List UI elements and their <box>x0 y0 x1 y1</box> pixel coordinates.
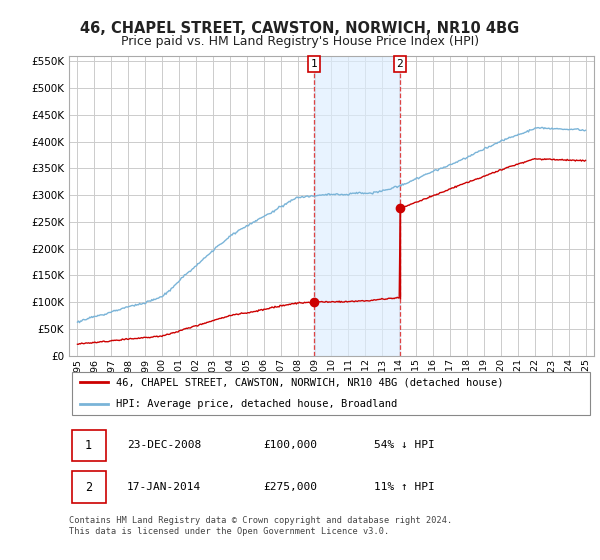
Text: 23-DEC-2008: 23-DEC-2008 <box>127 440 201 450</box>
FancyBboxPatch shape <box>71 430 106 461</box>
FancyBboxPatch shape <box>71 472 106 503</box>
Text: 1: 1 <box>311 59 317 69</box>
Text: 54% ↓ HPI: 54% ↓ HPI <box>373 440 434 450</box>
Text: £100,000: £100,000 <box>263 440 317 450</box>
Text: 17-JAN-2014: 17-JAN-2014 <box>127 482 201 492</box>
Text: Contains HM Land Registry data © Crown copyright and database right 2024.
This d: Contains HM Land Registry data © Crown c… <box>69 516 452 536</box>
Text: 1: 1 <box>85 439 92 452</box>
Text: 46, CHAPEL STREET, CAWSTON, NORWICH, NR10 4BG: 46, CHAPEL STREET, CAWSTON, NORWICH, NR1… <box>80 21 520 36</box>
Text: 46, CHAPEL STREET, CAWSTON, NORWICH, NR10 4BG (detached house): 46, CHAPEL STREET, CAWSTON, NORWICH, NR1… <box>116 377 504 388</box>
Text: 11% ↑ HPI: 11% ↑ HPI <box>373 482 434 492</box>
Text: Price paid vs. HM Land Registry's House Price Index (HPI): Price paid vs. HM Land Registry's House … <box>121 35 479 48</box>
Text: £275,000: £275,000 <box>263 482 317 492</box>
FancyBboxPatch shape <box>71 371 590 416</box>
Text: 2: 2 <box>397 59 403 69</box>
Text: 2: 2 <box>85 480 92 493</box>
Bar <box>314 56 400 356</box>
Text: HPI: Average price, detached house, Broadland: HPI: Average price, detached house, Broa… <box>116 399 398 409</box>
